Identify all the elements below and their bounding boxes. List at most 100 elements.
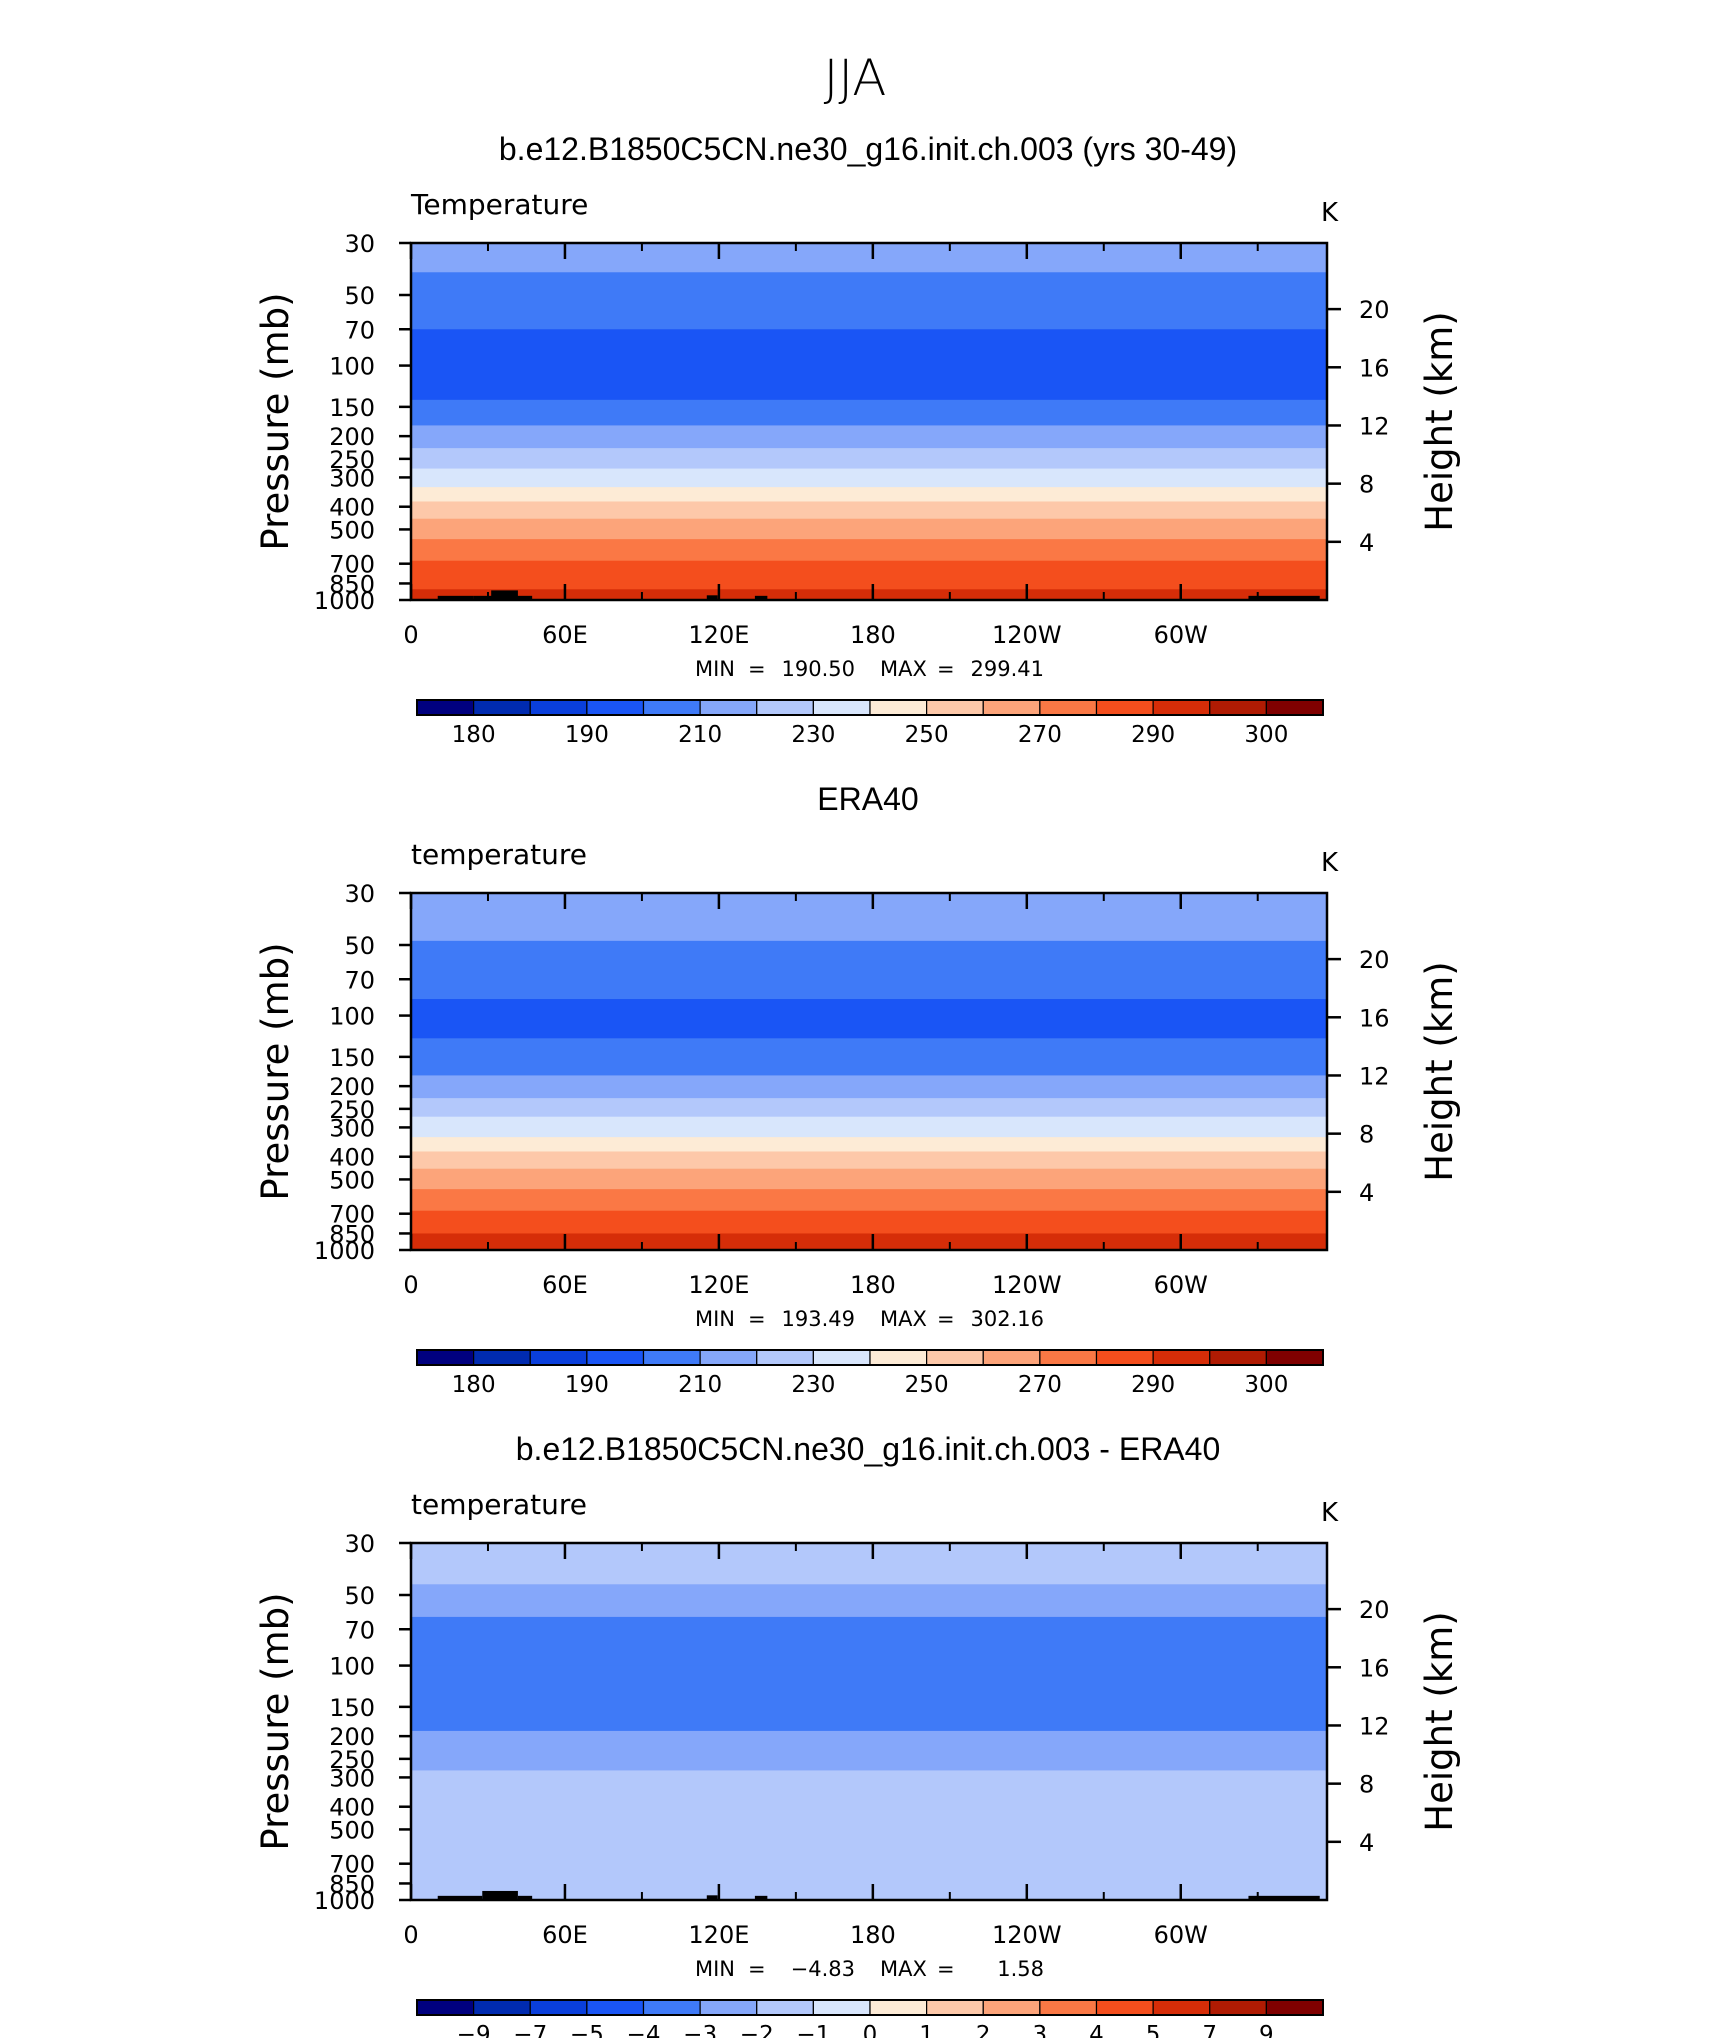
colorbar-label: 230 <box>791 1372 835 1398</box>
colorbar-swatch <box>1209 1349 1267 1366</box>
colorbar-label: −2 <box>740 2022 774 2038</box>
contour-band <box>411 1189 1327 1212</box>
height-tick-label: 16 <box>1359 1654 1390 1682</box>
colorbar-swatch <box>1265 699 1324 716</box>
colorbar-label: −4 <box>627 2022 661 2038</box>
x-tick-label: 0 <box>403 1921 418 1949</box>
contour-band <box>411 1665 1327 1732</box>
colorbar-swatch <box>812 1349 871 1366</box>
y-axis-title: Pressure (mb) <box>254 1592 297 1850</box>
terrain-mask <box>517 1895 533 1900</box>
colorbar-swatch <box>586 1349 645 1366</box>
right-axis-title: Height (km) <box>1418 961 1461 1181</box>
colorbar-swatch <box>982 699 1041 716</box>
terrain-mask <box>1248 595 1320 600</box>
colorbar-label: −7 <box>513 2022 547 2038</box>
min-equals: = <box>748 1307 766 1331</box>
colorbar-swatch <box>1095 1999 1154 2016</box>
colorbar-swatch <box>1039 1999 1098 2016</box>
contour-band <box>411 1151 1327 1170</box>
colorbar-swatch <box>1152 1999 1211 2016</box>
colorbar-label: 4 <box>1089 2022 1104 2038</box>
contour-band <box>411 1038 1327 1076</box>
contour-band <box>411 518 1327 540</box>
contour-band <box>411 272 1327 330</box>
y-tick-label: 400 <box>329 1144 375 1172</box>
colorbar-swatch <box>1152 699 1211 716</box>
contour-band <box>411 589 1327 601</box>
y-tick-label: 250 <box>329 446 375 474</box>
panel-title: ERA40 <box>817 781 918 817</box>
contour-band <box>411 501 1327 520</box>
y-tick-label: 70 <box>344 1616 375 1644</box>
colorbar-label: 0 <box>863 2022 878 2038</box>
y-tick-label: 250 <box>329 1096 375 1124</box>
colorbar-frame <box>416 699 1324 716</box>
min-label: MIN <box>695 1307 735 1331</box>
contour-band <box>411 539 1327 562</box>
x-tick-label: 120W <box>992 621 1062 649</box>
colorbar-label: 5 <box>1146 2022 1161 2038</box>
panels: b.e12.B1850C5CN.ne30_g16.init.ch.003 (yr… <box>254 131 1461 2038</box>
colorbar-swatch <box>416 1999 475 2016</box>
max-equals: = <box>937 1957 955 1981</box>
x-tick-label: 60W <box>1154 621 1208 649</box>
contour-band <box>411 1730 1327 1771</box>
variable-label: Temperature <box>410 188 588 221</box>
min-equals: = <box>748 657 766 681</box>
min-label: MIN <box>695 1957 735 1981</box>
y-tick-label: 30 <box>344 1530 375 1558</box>
plot-frame <box>409 1541 1329 1902</box>
y-tick-label: 500 <box>329 1816 375 1844</box>
height-tick-label: 4 <box>1359 1179 1374 1207</box>
colorbar-swatch <box>699 1999 758 2016</box>
colorbar-swatch <box>756 1999 814 2016</box>
contour-band <box>411 1770 1327 1901</box>
panel-title: b.e12.B1850C5CN.ne30_g16.init.ch.003 (yr… <box>499 131 1237 167</box>
contour-band <box>411 1642 1327 1667</box>
colorbar-swatch <box>926 1349 984 1366</box>
colorbar-swatch <box>473 1349 531 1366</box>
contour-band <box>411 1616 1327 1644</box>
contour-band <box>411 940 1327 1000</box>
panel-2: ERA40 temperature K 0 60E 120E 180 120W 60W 30 50 7… <box>254 781 1461 1398</box>
colorbar-label: −1 <box>796 2022 830 2038</box>
height-tick-label: 16 <box>1359 354 1390 382</box>
y-tick-label: 500 <box>329 1166 375 1194</box>
contour-band <box>411 425 1327 449</box>
max-equals: = <box>937 1307 955 1331</box>
colorbar-label: 270 <box>1018 1372 1062 1398</box>
panel-title: b.e12.B1850C5CN.ne30_g16.init.ch.003 - E… <box>516 1431 1220 1467</box>
contour-band <box>411 1233 1327 1251</box>
colorbar-label: 210 <box>678 722 722 748</box>
contour-band <box>411 1075 1327 1099</box>
x-tick-label: 180 <box>850 621 896 649</box>
y-axis-title: Pressure (mb) <box>254 942 297 1200</box>
contour-band <box>411 448 1327 470</box>
x-tick-label: 60W <box>1154 1271 1208 1299</box>
terrain-mask <box>706 1895 718 1900</box>
colorbar-swatch <box>1152 1349 1211 1366</box>
contour-band <box>411 999 1327 1039</box>
colorbar-label: 3 <box>1033 2022 1048 2038</box>
colorbar-swatch <box>699 699 758 716</box>
x-tick-label: 120E <box>688 1921 749 1949</box>
colorbar-swatch <box>1095 1349 1154 1366</box>
y-tick-label: 500 <box>329 516 375 544</box>
terrain-mask <box>754 595 768 600</box>
colorbar-swatch <box>756 699 814 716</box>
height-tick-label: 12 <box>1359 412 1390 440</box>
colorbar-label: −5 <box>570 2022 604 2038</box>
y-tick-label: 150 <box>329 1694 375 1722</box>
colorbar-label: 190 <box>565 1372 609 1398</box>
colorbar-swatch <box>473 699 531 716</box>
colorbar-swatch <box>869 1999 928 2016</box>
contour-band <box>411 1543 1327 1585</box>
figure-title: JJA <box>824 49 887 107</box>
height-tick-label: 16 <box>1359 1004 1390 1032</box>
colorbar-swatch <box>982 1999 1041 2016</box>
colorbar-label: 9 <box>1259 2022 1274 2038</box>
x-tick-label: 60E <box>542 1921 588 1949</box>
y-tick-label: 700 <box>329 1851 375 1879</box>
terrain-mask <box>473 595 533 600</box>
